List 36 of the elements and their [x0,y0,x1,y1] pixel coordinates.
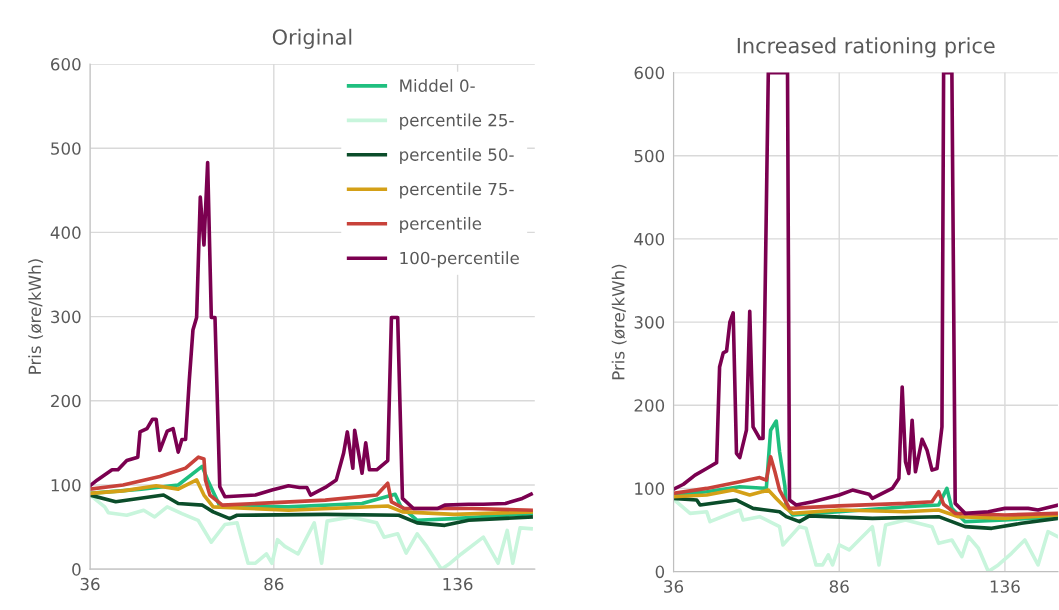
x-tick-label: 36 [664,580,684,593]
legend-label: Middel 0- [400,79,475,92]
x-tick-label: 36 [80,577,100,591]
chart-title: Original [272,28,352,49]
legend-label: 100-percentile [400,251,519,268]
y-tick-label: 100 [51,478,81,492]
line-series [90,478,533,517]
y-tick-label: 600 [634,66,665,80]
line-series [90,455,533,513]
line-series [90,493,533,528]
y-axis-title: Pris (øre/kWh) [28,259,44,374]
legend-label: percentile 50- [400,147,514,165]
y-tick-label: 0 [655,565,665,579]
x-tick-label: 136 [443,577,473,591]
y-tick-label: 500 [634,149,665,163]
legend-label: percentile [400,216,482,234]
y-tick-label: 400 [634,232,665,246]
y-tick-label: 500 [51,142,81,155]
y-tick-label: 200 [634,399,665,412]
line-series [673,496,1058,531]
x-tick-label: 86 [264,577,284,591]
y-tick-label: 300 [51,310,81,324]
chart-title: Increased rationing price [737,37,995,58]
legend-label: percentile 75- [400,182,514,199]
y-tick-label: 0 [72,563,81,576]
y-axis-title: Pris (øre/kWh) [611,264,627,380]
y-tick-label: 100 [635,482,665,495]
line-series [673,454,1058,517]
legend-label: percentile 25- [400,113,514,130]
y-tick-label: 400 [50,226,81,239]
line-series [673,488,1058,521]
y-tick-label: 300 [634,316,665,329]
y-tick-label: 600 [51,58,81,71]
y-tick-label: 200 [51,394,81,408]
x-tick-label: 136 [990,580,1020,593]
x-tick-label: 86 [829,580,849,593]
